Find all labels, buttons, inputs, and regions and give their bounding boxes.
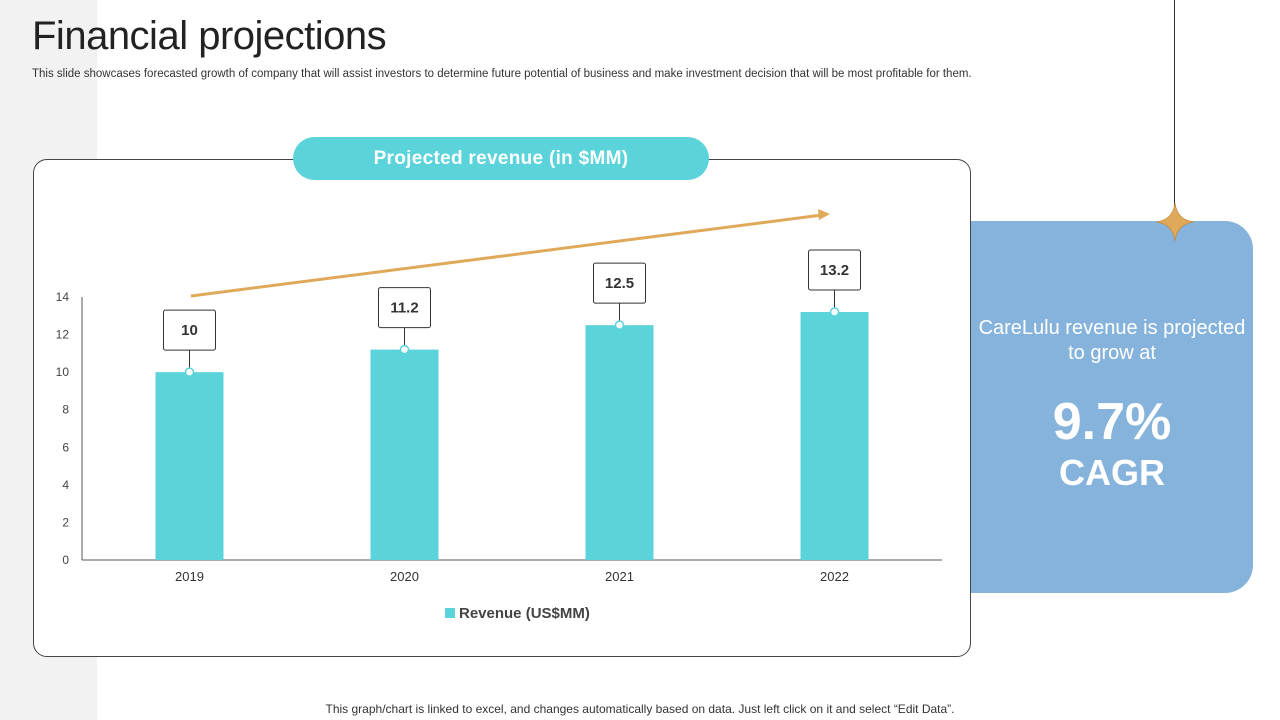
bar [800, 312, 869, 560]
x-tick-label: 2019 [175, 569, 204, 584]
footer-note: This graph/chart is linked to excel, and… [325, 702, 955, 716]
y-tick-label: 14 [56, 290, 70, 304]
data-point-marker [184, 367, 195, 377]
y-tick-label: 10 [56, 365, 70, 379]
y-tick-label: 8 [62, 403, 69, 417]
trend-arrowhead [818, 209, 830, 220]
data-point-marker [614, 320, 625, 330]
four-point-star-icon [1155, 202, 1195, 242]
page-subtitle: This slide showcases forecasted growth o… [32, 68, 972, 80]
x-tick-label: 2021 [605, 569, 634, 584]
data-label: 13.2 [820, 262, 849, 279]
y-tick-label: 2 [62, 515, 69, 529]
data-point-marker [399, 344, 410, 355]
cagr-percent: 9.7% [1052, 393, 1172, 451]
cagr-panel [971, 221, 1253, 593]
data-point-marker [829, 307, 840, 317]
y-tick-label: 4 [62, 478, 69, 492]
data-label-box [808, 249, 861, 291]
x-tick-label: 2020 [390, 569, 419, 584]
cagr-label: CAGR [1059, 452, 1165, 493]
vertical-connector-line [1174, 0, 1175, 226]
data-label: 10 [181, 322, 198, 339]
bar [155, 372, 224, 560]
data-label-box [163, 309, 216, 351]
x-tick-label: 2022 [820, 569, 849, 584]
trend-arrow-icon [190, 213, 821, 298]
bar [585, 325, 654, 560]
cagr-description: CareLulu revenue is projected to grow at [978, 317, 1246, 364]
page-title: Financial projections [32, 14, 387, 58]
y-tick-label: 12 [56, 328, 70, 342]
data-label: 12.5 [605, 275, 634, 292]
chart-title-pill: Projected revenue (in $MM) [293, 137, 709, 180]
legend-label: Revenue (US$MM) [459, 605, 590, 622]
legend-swatch [445, 608, 455, 618]
y-tick-label: 0 [62, 553, 69, 567]
y-tick-label: 6 [62, 440, 69, 454]
bar [370, 349, 439, 560]
data-label-box [378, 287, 431, 329]
data-label-box [593, 262, 646, 304]
data-label: 11.2 [390, 300, 418, 317]
